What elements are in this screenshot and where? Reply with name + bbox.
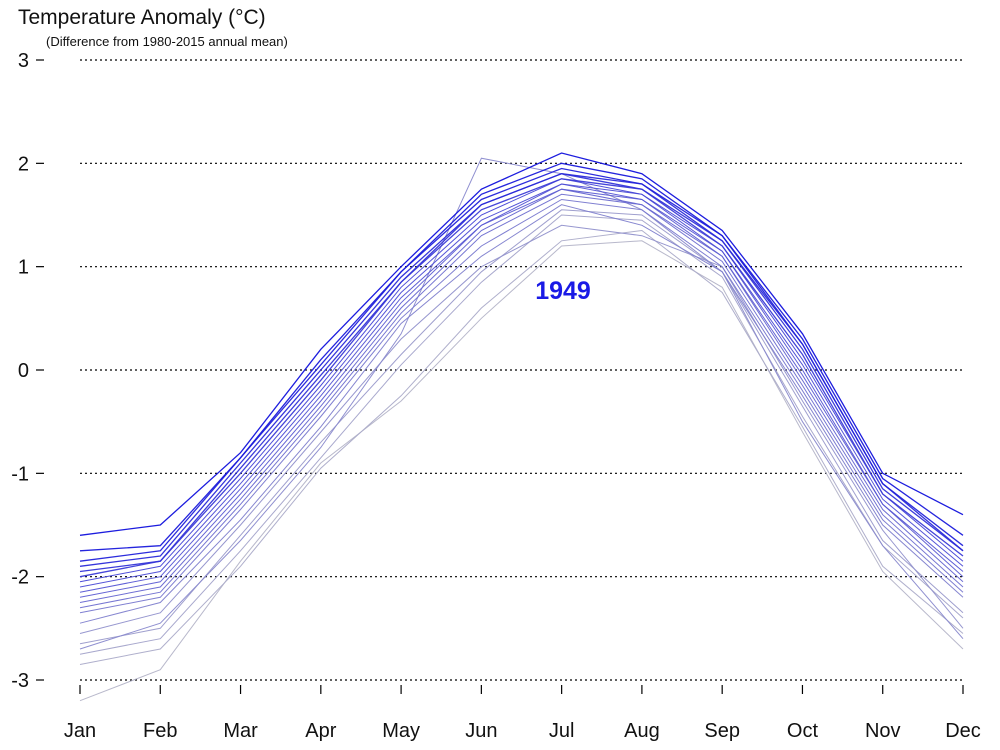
x-tick-label: Jul [549, 720, 575, 742]
x-tick-label: Nov [865, 720, 901, 742]
series-line-mid-6 [79, 178, 964, 583]
series-line-recent-1 [79, 178, 964, 578]
x-tick-label: Aug [624, 720, 660, 742]
y-tick-label: 2 [18, 153, 29, 175]
x-tick-label: Feb [143, 720, 177, 742]
x-tick-label: Dec [945, 720, 981, 742]
series-line-recent-2 [79, 173, 964, 573]
x-tick-label: Jun [465, 720, 497, 742]
x-tick-label: Sep [704, 720, 740, 742]
series-line-mid-3 [79, 188, 964, 598]
x-tick-label: Oct [787, 720, 819, 742]
y-tick-label: 0 [18, 360, 29, 382]
series-line-mid-1 [79, 193, 964, 609]
x-tick-label: Apr [305, 720, 336, 742]
series-line-newest [79, 152, 964, 536]
y-axis: 3 2 1 0 -1 -2 -3 [11, 50, 44, 692]
y-tick-label: 3 [18, 50, 29, 72]
x-axis: Jan Feb Mar Apr May Jun Jul Aug Sep Oct Nov Dec [64, 685, 981, 742]
y-tick-label: 1 [18, 257, 29, 279]
series-line-recent-4 [79, 167, 964, 562]
series-line-mid-2 [79, 188, 964, 603]
y-tick-label: -3 [11, 670, 29, 692]
series-line-recent-5 [79, 162, 964, 552]
chart-subtitle: (Difference from 1980-2015 annual mean) [46, 34, 288, 49]
series-line-old-6 [79, 204, 964, 624]
highlight-year-label: 1949 [535, 277, 591, 305]
y-tick-label: -1 [11, 463, 29, 485]
series-line-mid-5 [79, 183, 964, 588]
series-line-oldest [79, 240, 964, 702]
series-line-old-3 [79, 209, 964, 645]
chart-title: Temperature Anomaly (°C) [18, 6, 266, 29]
series-line-old-7 [79, 198, 964, 614]
series-line-old-1 [79, 229, 964, 665]
series-lines [79, 152, 964, 702]
x-tick-label: Mar [223, 720, 258, 742]
y-tick-label: -2 [11, 567, 29, 589]
series-line-mid-4 [79, 183, 964, 593]
series-line-old-5 [79, 157, 964, 650]
series-line-old-2 [79, 214, 964, 655]
series-line-old-4 [79, 224, 964, 634]
x-tick-label: Jan [64, 720, 96, 742]
grid-lines [80, 59, 963, 681]
x-tick-label: May [382, 720, 420, 742]
